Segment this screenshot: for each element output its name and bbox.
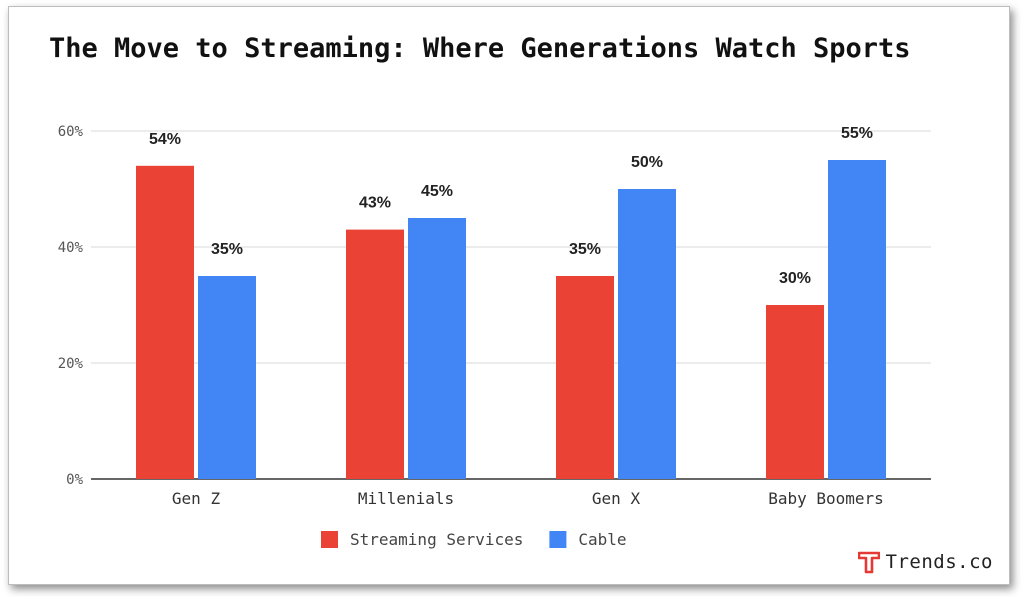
- data-label: 50%: [631, 154, 663, 171]
- bar-streaming-services: [766, 305, 824, 479]
- data-label: 54%: [149, 131, 181, 148]
- bars: [136, 160, 886, 480]
- data-label: 35%: [569, 241, 601, 258]
- y-axis-ticks: 0% 20% 40% 60%: [58, 124, 84, 488]
- brand-name: Trends.co: [885, 551, 993, 573]
- y-tick-label: 0%: [66, 472, 83, 488]
- data-label: 43%: [359, 195, 391, 212]
- bar-cable: [618, 189, 676, 479]
- bar-streaming-services: [346, 229, 404, 479]
- bar-cable: [828, 160, 886, 479]
- trends-t-logo-icon: [857, 551, 880, 574]
- data-labels: 54% 35% 43% 45% 35% 50% 30% 55%: [149, 125, 873, 287]
- data-label: 30%: [779, 270, 811, 287]
- bar-streaming-services: [556, 276, 614, 479]
- x-axis-ticks: Gen Z Millenials Gen X Baby Boomers: [172, 489, 884, 508]
- chart-title: The Move to Streaming: Where Generations…: [49, 33, 911, 64]
- legend-swatch: [549, 531, 567, 548]
- chart-card: The Move to Streaming: Where Generations…: [8, 6, 1010, 585]
- x-tick-label: Gen Z: [172, 489, 221, 508]
- y-tick-label: 60%: [58, 124, 84, 140]
- x-tick-label: Millenials: [358, 489, 454, 508]
- bar-streaming-services: [136, 165, 194, 480]
- x-tick-label: Gen X: [592, 489, 641, 508]
- y-tick-label: 20%: [58, 356, 84, 372]
- x-tick-label: Baby Boomers: [768, 489, 884, 508]
- legend: Streaming Services Cable: [321, 530, 627, 549]
- bar-cable: [408, 218, 466, 479]
- legend-swatch: [321, 531, 338, 548]
- legend-label: Cable: [578, 530, 626, 549]
- bar-chart: 0% 20% 40% 60% 54% 35% 43% 45% 35% 50% 30% 55% Gen…: [58, 124, 931, 549]
- data-label: 55%: [841, 125, 873, 142]
- bar-cable: [198, 276, 256, 479]
- y-tick-label: 40%: [58, 240, 84, 256]
- legend-label: Streaming Services: [350, 530, 523, 549]
- brand-watermark: Trends.co: [857, 550, 993, 574]
- data-label: 45%: [421, 183, 453, 200]
- data-label: 35%: [211, 241, 243, 258]
